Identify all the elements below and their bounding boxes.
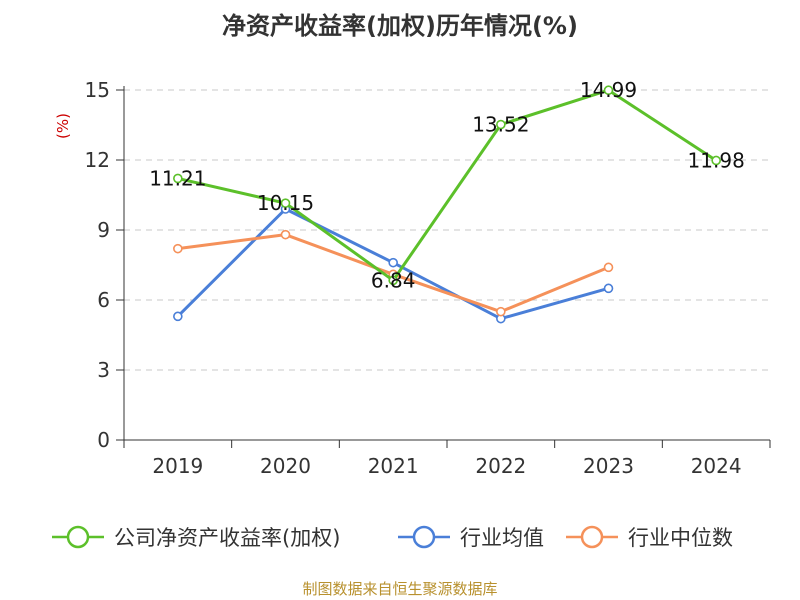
- y-axis-unit: (%): [54, 113, 72, 139]
- data-point: [711, 155, 721, 166]
- data-point: [496, 119, 506, 130]
- data-label: 11.21: [149, 166, 206, 190]
- x-tick-label: 2024: [691, 454, 742, 478]
- y-tick-label: 6: [97, 288, 110, 312]
- x-tick-label: 2023: [583, 454, 634, 478]
- data-point: [603, 262, 614, 273]
- y-tick-label: 12: [85, 148, 110, 172]
- legend-label: 行业中位数: [628, 526, 733, 550]
- data-label: 14.99: [580, 78, 637, 102]
- data-point: [280, 229, 291, 240]
- legend-label: 公司净资产收益率(加权): [114, 526, 340, 550]
- legend-marker: [412, 525, 436, 549]
- data-label: 13.52: [472, 113, 529, 137]
- legend-label: 行业均值: [460, 526, 544, 550]
- source-note: 制图数据来自恒生聚源数据库: [302, 580, 497, 598]
- data-point: [173, 173, 183, 184]
- y-tick-label: 15: [85, 78, 110, 102]
- legend-marker: [580, 525, 604, 549]
- y-tick-label: 3: [97, 358, 110, 382]
- data-point: [173, 311, 183, 322]
- chart-title: 净资产收益率(加权)历年情况(%): [222, 12, 578, 40]
- data-label: 11.98: [688, 148, 745, 172]
- x-tick-label: 2019: [152, 454, 203, 478]
- data-point: [603, 85, 614, 96]
- y-tick-label: 9: [97, 218, 110, 242]
- data-point: [603, 283, 614, 294]
- data-point: [173, 243, 183, 254]
- data-label: 10.15: [257, 191, 314, 215]
- legend-marker: [66, 525, 90, 549]
- data-point: [496, 306, 506, 317]
- data-label: 6.84: [371, 268, 416, 292]
- x-tick-label: 2022: [475, 454, 526, 478]
- data-point: [388, 275, 398, 286]
- data-point: [388, 257, 398, 268]
- y-tick-label: 0: [97, 428, 110, 452]
- x-tick-label: 2021: [368, 454, 419, 478]
- x-tick-label: 2020: [260, 454, 311, 478]
- data-point: [280, 198, 291, 208]
- series-line: [176, 88, 718, 282]
